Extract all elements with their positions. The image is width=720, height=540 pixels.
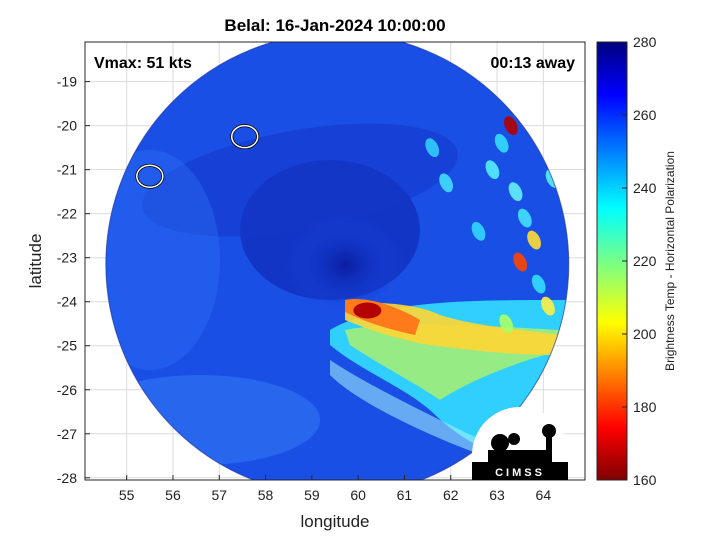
colorbar-tick-label: 240 (633, 180, 657, 196)
logo-tower-top-icon (542, 424, 556, 438)
convective-streaks (425, 116, 560, 334)
convective-cell (531, 274, 546, 294)
logo-bar (472, 462, 568, 480)
x-tick-label: 60 (350, 487, 366, 503)
convective-cell (485, 160, 500, 180)
y-tick-label: -27 (57, 426, 77, 442)
convective-cell (504, 116, 518, 136)
colorbar-ticks: 160 180 200 220 240 260 280 (622, 34, 657, 488)
logo-text: CIMSS (495, 467, 545, 479)
convective-cell (439, 173, 453, 193)
x-tick-label: 56 (165, 487, 181, 503)
cold-core (353, 302, 382, 319)
axes-box (84, 41, 586, 481)
swath-image (105, 42, 570, 480)
y-tick-label: -20 (57, 118, 77, 134)
colorbar-tick-label: 200 (633, 326, 657, 342)
colorbar-tick-label: 160 (633, 472, 657, 488)
logo-dish-icon-2 (508, 433, 520, 445)
x-tick-label: 63 (489, 487, 505, 503)
x-tick-label: 57 (211, 487, 227, 503)
vmax-annotation: Vmax: 51 kts (94, 55, 192, 72)
logo-tower-icon (546, 436, 552, 462)
convective-cell (494, 133, 509, 153)
x-tick-label: 55 (119, 487, 135, 503)
x-tick-marks: 55 56 57 58 59 60 61 62 63 64 (119, 475, 551, 503)
x-axis-label: longitude (300, 512, 369, 531)
convective-cell (541, 296, 555, 316)
x-tick-label: 59 (304, 487, 320, 503)
x-tick-label: 62 (443, 487, 459, 503)
y-tick-label: -19 (57, 74, 77, 90)
chart-title: Belal: 16-Jan-2024 10:00:00 (224, 16, 445, 35)
convective-cell (499, 314, 514, 334)
convective-cell (517, 208, 532, 228)
eye-region (285, 215, 405, 315)
x-tick-label: 61 (397, 487, 413, 503)
colorbar-tick-label: 220 (633, 253, 657, 269)
y-tick-label: -21 (57, 162, 77, 178)
convective-cell (508, 182, 523, 202)
convective-cell (425, 138, 440, 158)
time-away-annotation: 00:13 away (490, 55, 575, 72)
colorbar-tick-label: 180 (633, 399, 657, 415)
y-tick-label: -28 (57, 470, 77, 486)
cimss-logo: CIMSS (472, 407, 568, 480)
logo-building-icon (488, 450, 548, 462)
y-tick-label: -25 (57, 338, 77, 354)
colorbar-tick-label: 280 (633, 34, 657, 50)
x-tick-label: 64 (536, 487, 552, 503)
colorbar-label: Brightness Temp - Horizontal Polarizatio… (663, 151, 677, 371)
y-tick-label: -23 (57, 250, 77, 266)
x-tick-label: 58 (258, 487, 274, 503)
island-contour-inner (136, 164, 164, 189)
y-tick-label: -24 (57, 294, 77, 310)
y-tick-marks: -19 -20 -21 -22 -23 -24 -25 -26 -27 -28 (57, 74, 90, 486)
convective-cell (471, 221, 486, 241)
convective-cell (527, 230, 541, 250)
logo-dish-icon (491, 434, 509, 452)
land-contours (135, 124, 260, 189)
convective-cell (513, 252, 528, 272)
island-contour-inner (230, 124, 259, 149)
spiral-dark-2 (142, 123, 458, 237)
colorbar-tick-label: 260 (633, 107, 657, 123)
y-axis-label: latitude (26, 234, 45, 289)
y-tick-label: -22 (57, 206, 77, 222)
northwest-lighter (105, 150, 220, 370)
swath-edge (105, 42, 570, 480)
y-tick-label: -26 (57, 382, 77, 398)
